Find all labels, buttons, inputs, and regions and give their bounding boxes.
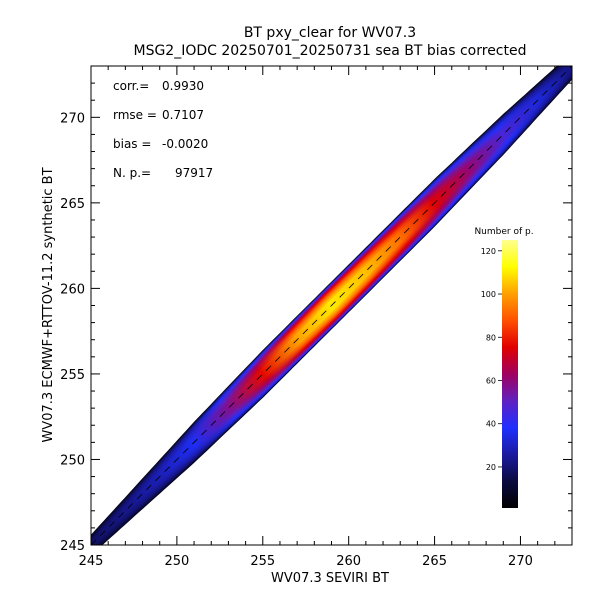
- x-tick-label: 270: [508, 554, 533, 569]
- statistics-block: corr.= 0.9930 rmse = 0.7107 bias = -0.0020 N. …: [113, 79, 213, 180]
- stat-value: 97917: [175, 166, 213, 180]
- x-tick-label: 245: [79, 554, 104, 569]
- colorbar-tick-label: 80: [486, 333, 496, 342]
- y-axis-label: WV07.3 ECMWF+RTTOV-11.2 synthetic BT: [41, 167, 56, 442]
- stat-label: rmse =: [113, 108, 157, 122]
- stat-label: bias =: [113, 137, 151, 151]
- y-axis: 245 250 255 260 265 270: [60, 65, 572, 554]
- chart-title: BT pxy_clear for WV07.3: [244, 25, 416, 41]
- colorbar-tick-label: 40: [486, 420, 496, 429]
- x-axis-label: WV07.3 SEVIRI BT: [271, 571, 389, 586]
- colorbar-tick-label: 120: [481, 247, 496, 256]
- x-axis: 245 250 255 260 265 270: [79, 66, 573, 569]
- colorbar: Number of p. 20 40 60 80 100 120: [474, 227, 534, 508]
- x-tick-label: 265: [422, 554, 447, 569]
- y-tick-label: 260: [60, 282, 85, 297]
- stat-value: 0.7107: [162, 108, 204, 122]
- colorbar-title: Number of p.: [474, 227, 533, 237]
- x-tick-label: 260: [336, 554, 361, 569]
- x-tick-label: 250: [164, 554, 189, 569]
- one-to-one-dashed-line: [90, 65, 573, 546]
- x-tick-label: 255: [250, 554, 275, 569]
- y-tick-label: 255: [60, 368, 85, 383]
- stat-value: -0.0020: [162, 137, 208, 151]
- y-tick-label: 265: [60, 197, 85, 212]
- reference-line: [90, 65, 573, 546]
- colorbar-gradient: [502, 240, 518, 508]
- y-tick-label: 270: [60, 111, 85, 126]
- chart-subtitle: MSG2_IODC 20250701_20250731 sea BT bias …: [133, 43, 526, 59]
- stat-label: N. p.=: [113, 166, 151, 180]
- stat-value: 0.9930: [162, 79, 204, 93]
- y-tick-label: 245: [60, 539, 85, 554]
- y-tick-label: 250: [60, 453, 85, 468]
- colorbar-tick-label: 20: [486, 463, 496, 472]
- stat-label: corr.=: [113, 79, 149, 93]
- colorbar-tick-label: 60: [486, 376, 496, 385]
- colorbar-tick-label: 100: [481, 290, 496, 299]
